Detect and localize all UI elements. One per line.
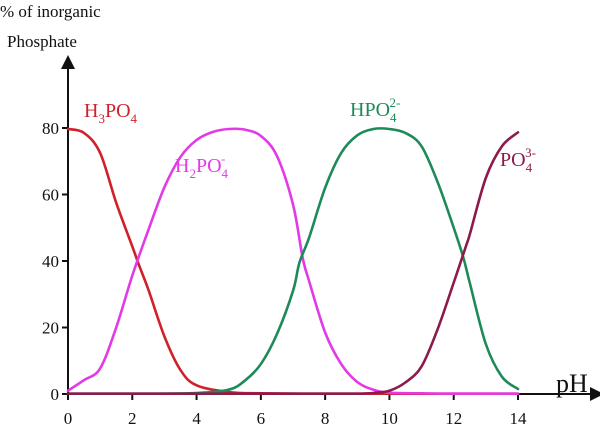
x-tick-label: 14 (510, 409, 528, 428)
x-tick-label: 6 (257, 409, 266, 428)
y-tick-label: 60 (42, 186, 59, 205)
x-tick-label: 10 (381, 409, 398, 428)
series-labels-layer: H3PO4 H2PO4- HPO42- PO43- (84, 95, 536, 181)
series-label-0: H3PO4 (84, 100, 138, 126)
x-tick-label: 12 (445, 409, 462, 428)
y-tick-label: 0 (51, 385, 60, 404)
y-tick-label: 40 (42, 252, 59, 271)
series-line-2 (68, 128, 518, 393)
y-axis-title-line1: % of inorganic (0, 2, 101, 21)
x-tick-label: 2 (128, 409, 137, 428)
series-label-1: H2PO4- (175, 151, 229, 181)
y-tick-label: 20 (42, 319, 59, 338)
x-tick-label: 8 (321, 409, 330, 428)
x-tick-label: 0 (64, 409, 73, 428)
x-tick-label: 4 (192, 409, 201, 428)
series-line-0 (68, 129, 518, 394)
series-label-3: PO43- (500, 145, 536, 175)
y-tick-label: 80 (42, 119, 59, 138)
series-line-1 (68, 129, 518, 394)
y-axis-title-line2: Phosphate (7, 32, 77, 51)
series-label-2: HPO42- (350, 95, 400, 125)
series-layer (68, 128, 518, 393)
